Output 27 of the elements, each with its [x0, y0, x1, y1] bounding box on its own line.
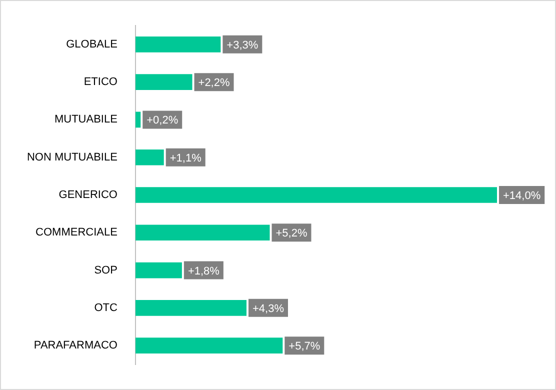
y-tick-label: MUTUABILE: [54, 114, 118, 126]
bar: [135, 36, 221, 52]
y-tick-label: SOP: [94, 264, 118, 276]
data-label: +5,7%: [288, 340, 320, 353]
bar: [135, 187, 497, 203]
bar: [135, 300, 246, 316]
data-label: +2,2%: [198, 77, 230, 90]
data-label: +3,3%: [226, 39, 258, 52]
bar: [135, 74, 192, 90]
bar: [135, 112, 141, 128]
bar: [135, 224, 270, 241]
bar: [135, 149, 164, 166]
bar: [135, 338, 283, 354]
y-tick-label: OTC: [94, 302, 118, 314]
y-tick-label: PARAFARMACO: [34, 340, 118, 352]
data-label: +14,0%: [503, 190, 541, 202]
y-tick-label: ETICO: [84, 76, 118, 88]
bar: [135, 262, 182, 278]
data-label: +5,2%: [276, 228, 308, 240]
data-label: +4,3%: [252, 302, 284, 315]
data-label: +1,8%: [188, 265, 220, 278]
y-tick-label: GENERICO: [58, 189, 118, 202]
data-label: +0,2%: [146, 114, 178, 127]
y-tick-label: NON MUTUABILE: [26, 151, 118, 164]
y-tick-label: COMMERCIALE: [36, 226, 118, 239]
data-label: +1,1%: [170, 152, 202, 164]
y-tick-label: GLOBALE: [66, 38, 118, 50]
